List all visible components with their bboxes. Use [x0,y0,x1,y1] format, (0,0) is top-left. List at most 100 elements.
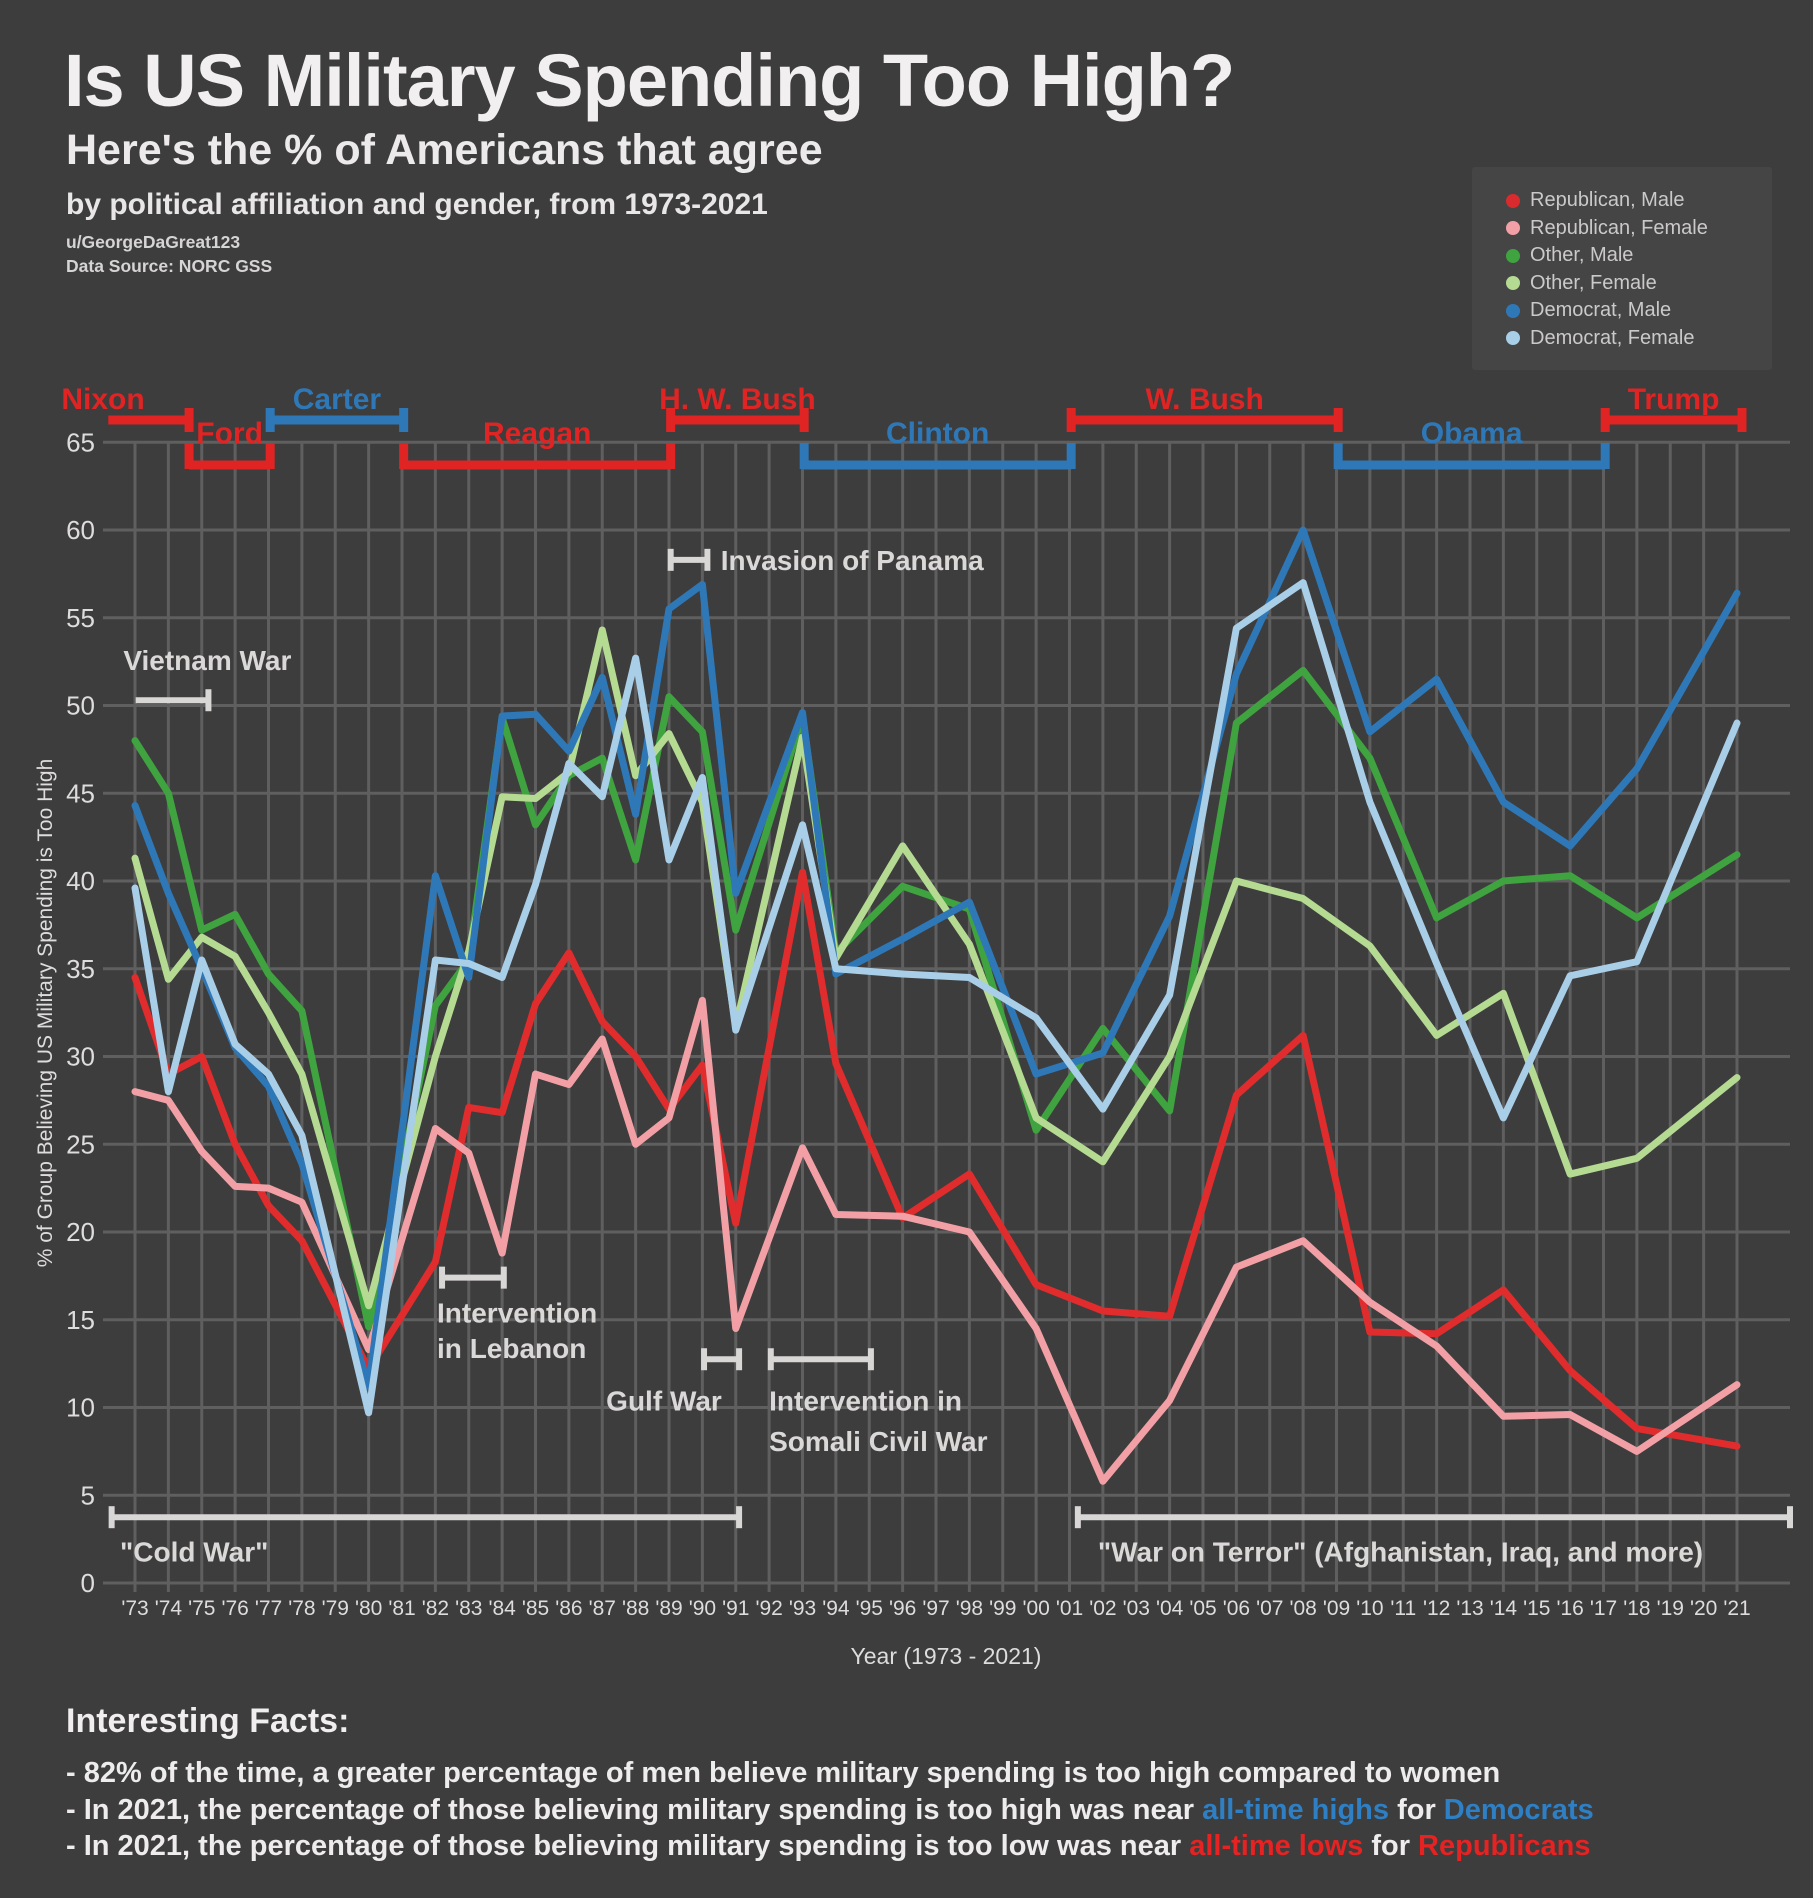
x-tick-label: '03 [1123,1597,1150,1620]
x-tick-label: '93 [789,1597,816,1620]
x-tick-label: '98 [956,1597,983,1620]
event-label-cold-war: "Cold War" [120,1536,268,1567]
x-tick-label: '20 [1690,1597,1717,1620]
x-tick-label: '09 [1323,1597,1350,1620]
x-tick-label: '84 [488,1597,516,1620]
subtitle: Here's the % of Americans that agree [66,126,823,174]
x-tick-label: '86 [555,1597,582,1620]
event-cold-war: "Cold War" [108,1506,743,1567]
legend-item: Democrat, Male [1506,297,1756,325]
footer-heading: Interesting Facts: [66,1702,350,1740]
fact-line: - In 2021, the percentage of those belie… [66,1792,1766,1829]
x-tick-label: '11 [1390,1597,1416,1620]
x-tick-label: '97 [922,1597,949,1620]
x-tick-label: '77 [255,1597,282,1620]
x-tick-label: '04 [1156,1597,1184,1620]
fact-highlight: all-time lows [1189,1830,1364,1862]
x-tick-label: '78 [288,1597,315,1620]
event-annotations-layer: Vietnam War Invasion of Panama Interventio… [108,545,1793,1567]
fact-highlight: Republicans [1418,1830,1591,1862]
series-layer [131,526,1741,1485]
event-vietnam-war: Vietnam War [123,645,291,712]
x-axis-title: Year (1973 - 2021) [851,1643,1042,1669]
president-bracket-ford: Ford [184,417,275,470]
president-label-w-bush: W. Bush [1145,383,1263,416]
fact-line: - 82% of the time, a greater percentage … [66,1755,1766,1792]
x-tick-label: '87 [589,1597,616,1620]
y-tick-label: 55 [66,603,95,633]
y-tick-label: 15 [66,1305,95,1335]
x-tick-label: '92 [755,1597,782,1620]
y-tick-label: 5 [81,1480,95,1510]
legend-item: Republican, Male [1506,187,1756,215]
president-bracket-clinton: Clinton [799,417,1076,470]
legend-item: Democrat, Female [1506,325,1756,353]
x-tick-label: '21 [1723,1597,1750,1620]
x-tick-label: '07 [1256,1597,1283,1620]
y-tick-label: 50 [66,691,95,721]
series-line-republican-female [131,996,1741,1485]
y-tick-label: 65 [66,427,95,457]
y-axis-title: % of Group Believing US Military Spendin… [34,759,57,1268]
y-tick-label: 35 [66,954,95,984]
president-label-h-w-bush: H. W. Bush [659,383,816,416]
x-tick-label: '19 [1657,1597,1684,1620]
legend: Republican, Male Republican, Female Other,… [1472,167,1772,370]
credit-author: u/GeorgeDaGreat123 [66,232,241,252]
legend-item: Republican, Female [1506,215,1756,243]
legend-dot-icon [1506,276,1520,291]
x-tick-label: '91 [722,1597,749,1620]
president-label-nixon: Nixon [61,383,144,416]
x-tick-label: '12 [1423,1597,1450,1620]
y-tick-label: 25 [66,1129,95,1159]
legend-item-label: Republican, Female [1530,216,1708,239]
x-tick-label: '14 [1490,1597,1518,1620]
x-tick-label: '02 [1089,1597,1116,1620]
x-tick-label: '73 [121,1597,148,1620]
event-label-gulf-war: Gulf War [606,1385,722,1416]
x-tick-label: '15 [1523,1597,1550,1620]
x-tick-label: '08 [1289,1597,1316,1620]
president-bracket-obama: Obama [1333,417,1610,470]
x-tick-label: '96 [889,1597,916,1620]
x-tick-label: '17 [1590,1597,1617,1620]
legend-dot-icon [1506,331,1520,346]
y-tick-label: 20 [66,1217,95,1247]
x-tick-label: '74 [155,1597,183,1620]
x-tick-label: '05 [1189,1597,1216,1620]
president-bracket-h-w-bush: H. W. Bush [659,383,816,432]
event-intervention-in-lebanon: Intervention in Lebanon [437,1266,597,1364]
y-tick-label: 45 [66,778,95,808]
page-title: Is US Military Spending Too High? [64,39,1235,122]
fact-text: - In 2021, the percentage of those belie… [66,1830,1190,1862]
x-tick-label: '18 [1623,1597,1650,1620]
x-tick-label: '01 [1056,1597,1083,1620]
fact-text: - 82% of the time, a greater percentage … [66,1757,1501,1789]
x-tick-label: '88 [622,1597,649,1620]
x-tick-label: '82 [422,1597,449,1620]
x-tick-label: '95 [856,1597,883,1620]
president-label-clinton: Clinton [886,417,989,450]
fact-text: for [1363,1830,1419,1862]
president-bracket-trump: Trump [1600,383,1747,432]
x-tick-label: '10 [1356,1597,1383,1620]
y-tick-label: 0 [81,1568,95,1598]
facts-list: - 82% of the time, a greater percentage … [66,1755,1766,1865]
legend-dot-icon [1506,221,1520,236]
president-bracket-reagan: Reagan [399,417,676,470]
x-tick-label: '80 [355,1597,382,1620]
x-tick-label: '90 [689,1597,716,1620]
x-tick-label: '76 [221,1597,248,1620]
event-label-vietnam-war: Vietnam War [123,645,291,676]
x-tick-label: '94 [822,1597,850,1620]
credit-source: Data Source: NORC GSS [66,256,273,276]
fact-highlight: all-time highs [1202,1793,1390,1826]
event-label-intervention-in-lebanon: in Lebanon [437,1333,586,1364]
president-label-reagan: Reagan [483,417,591,450]
president-bracket-carter: Carter [265,383,409,432]
x-tick-label: '89 [655,1597,682,1620]
event-label-intervention-in-lebanon: Intervention [437,1298,597,1329]
legend-item-label: Other, Male [1530,244,1634,267]
